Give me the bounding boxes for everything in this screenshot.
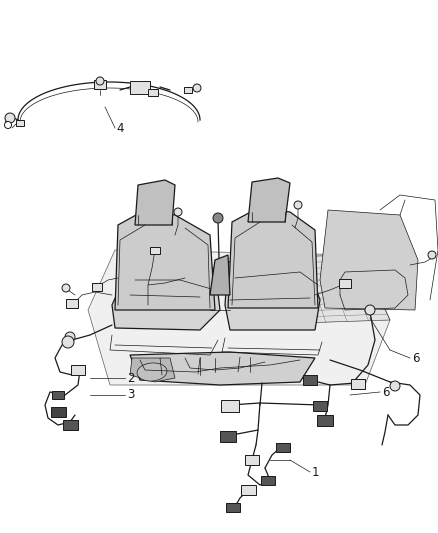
Bar bbox=[303, 375, 317, 385]
Circle shape bbox=[428, 251, 436, 259]
Bar bbox=[240, 485, 255, 495]
Bar bbox=[16, 120, 24, 126]
Bar bbox=[150, 246, 160, 254]
Bar bbox=[339, 279, 351, 287]
Circle shape bbox=[65, 332, 75, 342]
Text: 6: 6 bbox=[382, 385, 389, 399]
Circle shape bbox=[5, 113, 15, 123]
Bar bbox=[63, 420, 78, 430]
Bar bbox=[130, 80, 150, 93]
Circle shape bbox=[62, 284, 70, 292]
Polygon shape bbox=[230, 255, 390, 325]
Polygon shape bbox=[130, 352, 315, 385]
Circle shape bbox=[294, 201, 302, 209]
Bar bbox=[261, 475, 275, 484]
Bar bbox=[94, 79, 106, 88]
Circle shape bbox=[390, 381, 400, 391]
Circle shape bbox=[365, 305, 375, 315]
Polygon shape bbox=[88, 250, 390, 385]
Bar bbox=[245, 455, 259, 465]
Bar bbox=[52, 391, 64, 399]
Polygon shape bbox=[225, 258, 320, 330]
Bar bbox=[71, 365, 85, 375]
Circle shape bbox=[62, 336, 74, 348]
Bar bbox=[226, 503, 240, 512]
Bar bbox=[66, 298, 78, 308]
Bar bbox=[221, 400, 239, 412]
Bar bbox=[276, 442, 290, 451]
Text: 1: 1 bbox=[312, 466, 319, 480]
Text: 2: 2 bbox=[127, 372, 134, 384]
Bar bbox=[220, 431, 236, 441]
Bar bbox=[50, 407, 66, 417]
Polygon shape bbox=[130, 358, 175, 382]
Bar bbox=[92, 283, 102, 291]
Text: 3: 3 bbox=[127, 389, 134, 401]
Polygon shape bbox=[115, 210, 215, 310]
Bar bbox=[148, 88, 158, 95]
Bar bbox=[313, 401, 327, 411]
Text: 4: 4 bbox=[116, 123, 124, 135]
Text: 6: 6 bbox=[412, 351, 420, 365]
Bar bbox=[351, 379, 365, 389]
Polygon shape bbox=[135, 180, 175, 225]
Polygon shape bbox=[248, 178, 290, 222]
Bar bbox=[184, 87, 192, 93]
Circle shape bbox=[193, 84, 201, 92]
Polygon shape bbox=[228, 208, 318, 308]
Polygon shape bbox=[112, 265, 220, 330]
Circle shape bbox=[174, 208, 182, 216]
Circle shape bbox=[96, 77, 104, 85]
Circle shape bbox=[213, 213, 223, 223]
Circle shape bbox=[4, 122, 11, 128]
Polygon shape bbox=[210, 255, 230, 295]
Bar bbox=[317, 415, 333, 425]
Polygon shape bbox=[320, 210, 418, 310]
Ellipse shape bbox=[137, 363, 167, 381]
